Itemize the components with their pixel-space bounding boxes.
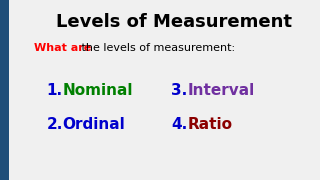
FancyBboxPatch shape bbox=[0, 0, 9, 180]
Text: 1.: 1. bbox=[46, 83, 62, 98]
Text: Ratio: Ratio bbox=[187, 117, 232, 132]
Text: 4.: 4. bbox=[171, 117, 188, 132]
Text: Ordinal: Ordinal bbox=[62, 117, 125, 132]
Text: 2.: 2. bbox=[46, 117, 63, 132]
Text: Nominal: Nominal bbox=[62, 83, 133, 98]
Text: the levels of measurement:: the levels of measurement: bbox=[78, 43, 236, 53]
Text: What are: What are bbox=[34, 43, 91, 53]
Text: Interval: Interval bbox=[187, 83, 254, 98]
Text: 3.: 3. bbox=[171, 83, 188, 98]
Text: Levels of Measurement: Levels of Measurement bbox=[56, 13, 292, 31]
